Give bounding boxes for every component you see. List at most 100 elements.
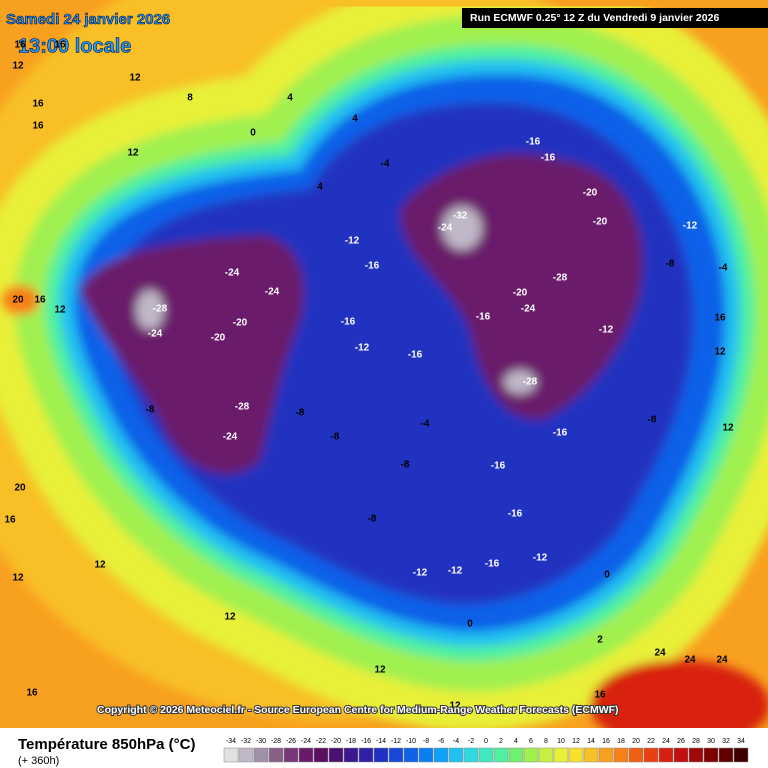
contour-label: -12 xyxy=(533,553,548,564)
scale-label: -14 xyxy=(376,738,386,745)
contour-labels: 16 16121216161280444-4-16-16-32-24-20-12-… xyxy=(4,40,734,712)
contour-label: 0 xyxy=(467,619,473,630)
color-swatch xyxy=(583,747,599,763)
contour-label: -12 xyxy=(683,221,698,232)
legend-title: Température 850hPa (°C) xyxy=(18,736,195,753)
scale-label: -34 xyxy=(226,738,236,745)
contour-label: 12 xyxy=(12,573,24,584)
color-swatch xyxy=(478,747,494,763)
contour-label: 16 xyxy=(32,121,44,132)
color-swatch xyxy=(343,747,359,763)
color-swatch xyxy=(328,747,344,763)
contour-label: -16 xyxy=(541,153,556,164)
color-swatch xyxy=(298,747,314,763)
scale-label: -6 xyxy=(438,738,444,745)
scale-label: -18 xyxy=(346,738,356,745)
contour-label: -24 xyxy=(225,268,240,279)
contour-label: 20 xyxy=(12,295,24,306)
contour-label: -24 xyxy=(438,223,453,234)
scale-label: 24 xyxy=(662,738,670,745)
contour-label: -16 xyxy=(526,137,541,148)
color-swatch xyxy=(523,747,539,763)
color-swatch xyxy=(538,747,554,763)
contour-label: -20 xyxy=(583,188,598,199)
run-info: Run ECMWF 0.25° 12 Z du Vendredi 9 janvi… xyxy=(470,12,719,24)
scale-label: 16 xyxy=(602,738,610,745)
color-swatch xyxy=(643,747,659,763)
color-swatch xyxy=(283,747,299,763)
contour-label: 2 xyxy=(597,635,603,646)
contour-label: 4 xyxy=(317,182,323,193)
contour-label: 16 xyxy=(54,40,66,51)
contour-label: -16 xyxy=(485,559,500,570)
contour-label: 4 xyxy=(352,114,358,125)
scale-label: -32 xyxy=(241,738,251,745)
contour-label: 8 xyxy=(187,93,193,104)
scale-label: 34 xyxy=(737,738,745,745)
contour-label: -8 xyxy=(368,514,377,525)
contour-label: -20 xyxy=(593,217,608,228)
scale-label: 6 xyxy=(529,738,533,745)
contour-label: -4 xyxy=(381,159,390,170)
scale-label: 28 xyxy=(692,738,700,745)
scale-label: 22 xyxy=(647,738,655,745)
contour-label: 0 xyxy=(250,128,256,139)
contour-label: -28 xyxy=(553,273,568,284)
contour-label: 16 xyxy=(4,515,16,526)
contour-label: -16 xyxy=(553,428,568,439)
temperature-field xyxy=(0,0,768,750)
color-swatch xyxy=(253,747,269,763)
color-swatch xyxy=(613,747,629,763)
contour-label: -28 xyxy=(523,377,538,388)
color-swatch xyxy=(688,747,704,763)
contour-label: 16 xyxy=(32,99,44,110)
scale-label: -28 xyxy=(271,738,281,745)
scale-label: 30 xyxy=(707,738,715,745)
color-swatch xyxy=(673,747,689,763)
color-swatch xyxy=(493,747,509,763)
contour-label: 4 xyxy=(287,93,293,104)
color-swatch xyxy=(553,747,569,763)
color-swatch xyxy=(388,747,404,763)
contour-label: -12 xyxy=(413,568,428,579)
contour-label: 12 xyxy=(129,73,141,84)
scale-label: -26 xyxy=(286,738,296,745)
contour-label: -12 xyxy=(599,325,614,336)
contour-label: -12 xyxy=(355,343,370,354)
contour-label: -8 xyxy=(401,460,410,471)
copyright: Copyright © 2026 Meteociel.fr - Source E… xyxy=(97,704,619,716)
scale-label: -24 xyxy=(301,738,311,745)
color-swatch xyxy=(658,747,674,763)
contour-label: -16 xyxy=(365,261,380,272)
contour-label: 16 xyxy=(594,690,606,701)
forecast-date: Samedi 24 janvier 2026 xyxy=(6,11,170,28)
contour-label: 12 xyxy=(449,701,461,712)
color-swatch xyxy=(703,747,719,763)
scale-label: -30 xyxy=(256,738,266,745)
color-swatch xyxy=(358,747,374,763)
color-scale: -34 -32 -30 -28 -26 -24 -22 -20 -18 -16 -14 -12 -10-… xyxy=(223,738,749,763)
color-swatch xyxy=(568,747,584,763)
contour-label: 12 xyxy=(374,665,386,676)
contour-label: -8 xyxy=(146,405,155,416)
contour-label: -28 xyxy=(153,304,168,315)
contour-label: 12 xyxy=(127,148,139,159)
contour-label: -20 xyxy=(233,318,248,329)
color-swatch xyxy=(238,747,254,763)
contour-label: 12 xyxy=(94,560,106,571)
contour-label: -4 xyxy=(421,419,430,430)
color-swatch xyxy=(448,747,464,763)
scale-label: 26 xyxy=(677,738,685,745)
contour-label: 0 xyxy=(604,570,610,581)
scale-label: 8 xyxy=(544,738,548,745)
scale-label: -20 xyxy=(331,738,341,745)
contour-label: 16 xyxy=(714,313,726,324)
contour-label: -8 xyxy=(666,259,675,270)
forecast-time: 13:00 locale xyxy=(18,35,131,57)
contour-label: -20 xyxy=(211,333,226,344)
contour-label: 24 xyxy=(654,648,666,659)
color-swatch xyxy=(463,747,479,763)
color-swatch xyxy=(373,747,389,763)
contour-label: -24 xyxy=(521,304,536,315)
